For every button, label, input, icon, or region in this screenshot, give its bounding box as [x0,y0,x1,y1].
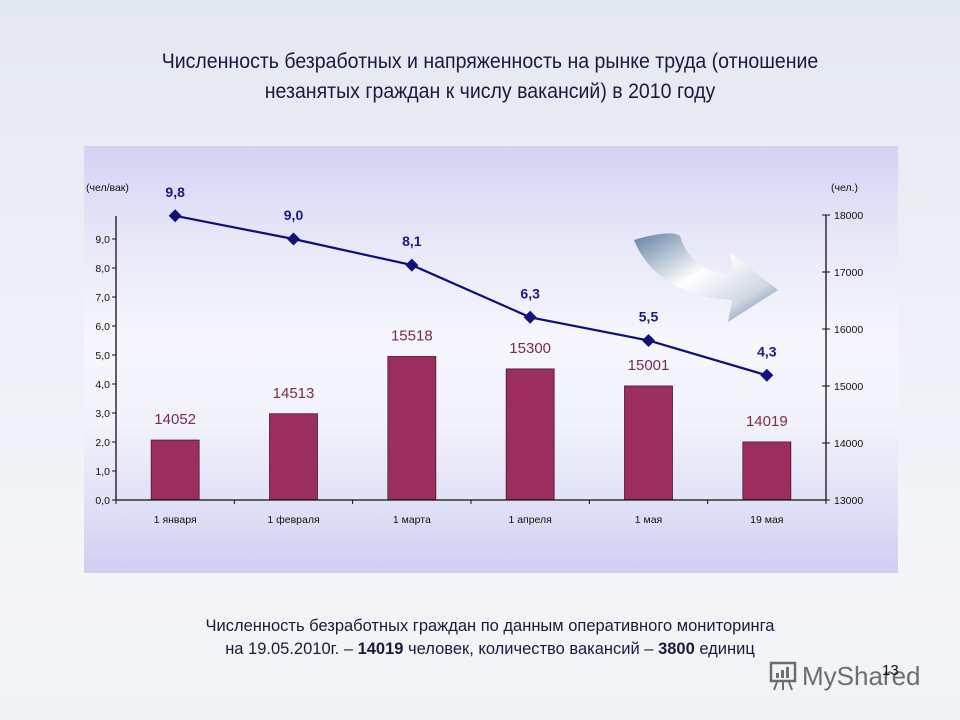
page-number: 13 [882,662,899,679]
caption-unemployed-count: 14019 [357,640,404,658]
presentation-board-icon [769,661,797,691]
bar [150,439,200,501]
line-value-label: 8,1 [402,233,422,249]
caption-text-pre: на 19.05.2010г. – [225,640,358,658]
caption-line-2: на 19.05.2010г. – 14019 человек, количес… [100,638,880,661]
diamond-marker-icon [405,258,419,272]
x-tick-label: 1 апреля [508,514,551,526]
line-value-label: 5,5 [639,309,659,325]
x-tick-label: 1 мая [635,514,663,526]
combo-chart: 0,0 1,0 2,0 3,0 4,0 5,0 6,0 7,0 8,0 9,0 (чел/вак) 1… [86,182,863,526]
line-series-tension [168,209,774,382]
right-tick-label: 13000 [834,495,863,507]
right-tick-label: 17000 [834,267,863,279]
diamond-marker-icon [287,232,300,246]
diamond-marker-icon [642,334,655,347]
watermark-text: MyShared [802,660,921,691]
bar [505,368,555,501]
left-tick-label: 0,0 [95,495,110,507]
x-tick-label: 19 мая [750,514,783,526]
tension-line [174,214,768,377]
title-line-1: Численность безработных и напряженность … [161,50,819,73]
bar [624,385,673,501]
x-tick-label: 1 февраля [267,514,319,526]
diamond-marker-icon [168,209,182,223]
title-line-2: незанятых граждан к числу вакансий) в 20… [264,80,716,103]
line-value-label: 9,0 [284,207,304,223]
bar-value-label: 14052 [154,411,196,428]
line-value-label: 4,3 [757,343,777,359]
chart-area: 0,0 1,0 2,0 3,0 4,0 5,0 6,0 7,0 8,0 9,0 (чел/вак) 1… [84,146,898,573]
right-axis-unit-label: (чел.) [831,182,858,194]
slide-title: Численность безработных и напряженность … [90,47,890,107]
diamond-marker-icon [760,368,774,382]
caption-text-post: единиц [694,640,755,658]
left-tick-label: 6,0 [95,321,110,333]
bar [387,356,437,501]
caption-line-1: Численность безработных граждан по данны… [205,617,775,635]
caption-text-mid: человек, количество вакансий – [403,640,659,658]
left-tick-label: 5,0 [95,350,110,362]
left-axis-unit-label: (чел/вак) [86,182,129,194]
right-tick-label: 14000 [834,438,863,450]
diamond-marker-icon [523,310,537,324]
caption: Численность безработных граждан по данны… [100,615,880,661]
bar-value-label: 14019 [746,413,788,430]
left-tick-label: 3,0 [95,408,110,420]
line-value-label: 9,8 [165,184,185,200]
left-tick-label: 8,0 [95,263,110,275]
x-tick-label: 1 марта [393,514,431,526]
left-tick-label: 9,0 [95,234,110,246]
bar [269,413,318,501]
left-tick-label: 4,0 [95,379,110,391]
bar-series-unemployed [150,356,792,501]
bar-value-label: 15300 [509,340,551,357]
chart-axes: 0,0 1,0 2,0 3,0 4,0 5,0 6,0 7,0 8,0 9,0 (чел/вак) 1… [86,182,863,507]
right-tick-label: 16000 [834,324,863,336]
x-tick-label: 1 января [154,514,197,526]
bar [742,441,792,501]
left-tick-label: 1,0 [95,466,110,478]
decorative-trend-arrow-icon [634,233,778,322]
right-tick-label: 15000 [834,381,863,393]
right-tick-label: 18000 [834,210,863,222]
left-tick-label: 2,0 [95,437,110,449]
bar-value-label: 15001 [628,357,670,374]
left-tick-label: 7,0 [95,292,110,304]
bar-value-label: 14513 [273,385,315,402]
caption-vacancies-count: 3800 [658,640,695,658]
bar-value-label: 15518 [391,327,433,344]
data-labels: 14052 1 января 14513 1 февраля 15518 1 марта 1… [154,184,788,526]
line-value-label: 6,3 [520,285,540,301]
watermark: MyShared [768,658,921,694]
